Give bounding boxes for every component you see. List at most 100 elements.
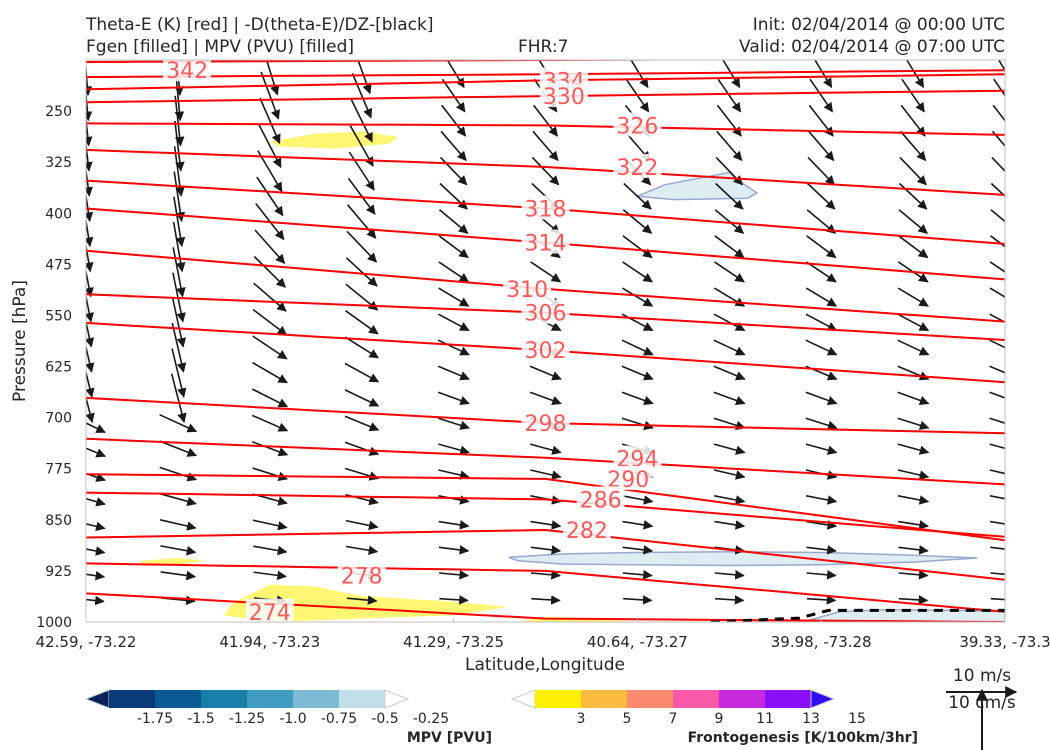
wind-arrow: [349, 125, 374, 167]
mpv-swatch: [339, 690, 385, 708]
wind-arrow: [86, 521, 106, 532]
wind-arrow: [899, 156, 927, 186]
wind-arrow: [437, 417, 470, 430]
wind-arrow: [439, 595, 469, 605]
x-tick-label: 39.33, -73.3: [959, 633, 1050, 651]
wind-arrow: [86, 422, 106, 434]
wind-arrow: [989, 443, 1005, 450]
mpv-region: [637, 171, 759, 201]
fgen-extend-low: [510, 689, 536, 709]
wind-arrow: [438, 313, 470, 332]
y-tick-label: 1000: [36, 615, 72, 631]
y-tick-label: 775: [45, 462, 72, 478]
wind-arrow: [717, 78, 742, 113]
wind-arrow: [714, 261, 745, 283]
wind-arrow: [438, 545, 470, 555]
wind-arrow: [715, 182, 744, 210]
wind-arrow: [86, 293, 94, 323]
wind-arrow: [344, 415, 380, 432]
title-line-2: Fgen [filled] | MPV (PVU) [filled]: [86, 37, 355, 57]
fgen-tick-label: 11: [756, 711, 774, 727]
fgen-tick-label: 5: [623, 711, 632, 727]
wind-arrow: [805, 495, 838, 505]
fgen-swatch: [673, 690, 719, 708]
wind-arrow: [86, 113, 93, 147]
wind-arrow: [438, 469, 470, 480]
wind-arrow: [899, 130, 927, 162]
y-tick-label: 625: [45, 360, 72, 376]
wind-arrow: [722, 60, 741, 89]
wind-arrow: [159, 440, 198, 457]
wind-arrow: [160, 570, 197, 581]
wind-arrow: [805, 443, 838, 455]
mpv-tick-label: -1.75: [137, 711, 173, 727]
wind-arrow: [805, 287, 838, 307]
wind-arrow: [345, 310, 379, 335]
wind-arrow: [989, 495, 1005, 500]
theta-e-contour-286: [86, 491, 1005, 538]
wind-arrow: [530, 520, 562, 530]
wind-arrow: [160, 545, 197, 556]
wind-arrow: [170, 373, 187, 424]
wind-arrow: [532, 104, 559, 137]
wind-arrow: [989, 469, 1005, 475]
wind-arrow: [806, 209, 837, 234]
wind-arrow: [86, 190, 94, 222]
wind-arrow: [990, 182, 1005, 198]
fgen-swatch: [627, 690, 673, 708]
wind-arrow: [86, 86, 93, 122]
fgen-swatch: [535, 690, 581, 708]
wind-arrow: [159, 466, 198, 482]
wind-arrow: [86, 570, 106, 581]
wind-arrow: [438, 235, 469, 259]
wind-arrow: [86, 595, 105, 606]
wind-arrow: [990, 546, 1005, 550]
wind-arrow: [621, 417, 654, 430]
theta-e-contour-labels: 342 3343303263223183143103063022982942902…: [163, 57, 662, 626]
wind-arrow: [990, 597, 1005, 601]
wind-arrow: [529, 391, 562, 406]
wind-arrow: [530, 570, 561, 580]
fgen-region: [141, 558, 206, 565]
wind-arrow: [172, 221, 186, 273]
wind-arrow: [344, 362, 380, 383]
theta-e-label: 302: [525, 339, 567, 364]
wind-arrow: [253, 282, 287, 312]
wind-arrow: [252, 335, 288, 360]
wind-arrow: [807, 156, 835, 186]
wind-arrow: [623, 595, 653, 605]
wind-arrow: [440, 130, 467, 162]
x-tick-label: 42.59, -73.22: [36, 633, 137, 651]
wind-arrow: [714, 495, 746, 505]
wind-arrow: [808, 130, 835, 162]
wind-arrow: [439, 570, 470, 580]
wind-arrow: [86, 318, 95, 348]
y-tick-label: 475: [45, 257, 72, 273]
y-tick-label: 550: [45, 308, 72, 324]
wind-arrow: [86, 267, 94, 298]
wind-arrow: [622, 495, 654, 505]
wind-arrow: [713, 339, 746, 356]
wind-arrow: [714, 520, 746, 530]
title-line-1: Theta-E (K) [red] | -D(theta-E)/DZ-[blac…: [86, 15, 434, 35]
forecast-hour: FHR:7: [518, 37, 569, 57]
fgen-swatch: [765, 690, 811, 708]
wind-arrow: [173, 171, 186, 222]
wind-arrow: [530, 545, 562, 555]
wind-arrow: [174, 120, 185, 172]
theta-e-contour-322: [86, 148, 1005, 196]
wind-arrow: [252, 308, 288, 336]
y-tick-label: 850: [45, 513, 72, 529]
wind-arrow: [86, 139, 93, 172]
wind-arrow: [806, 235, 837, 259]
wind-arrow: [441, 104, 467, 137]
wind-arrow: [715, 156, 744, 186]
theta-e-label: 282: [566, 519, 608, 544]
wind-arrow: [529, 443, 562, 455]
mpv-tick-label: -1.25: [229, 711, 265, 727]
wind-arrow: [254, 229, 286, 265]
wind-arrow: [530, 469, 562, 480]
fgen-swatch: [719, 690, 765, 708]
theta-e-contour-342: [86, 60, 776, 63]
wind-arrow: [989, 287, 1005, 299]
